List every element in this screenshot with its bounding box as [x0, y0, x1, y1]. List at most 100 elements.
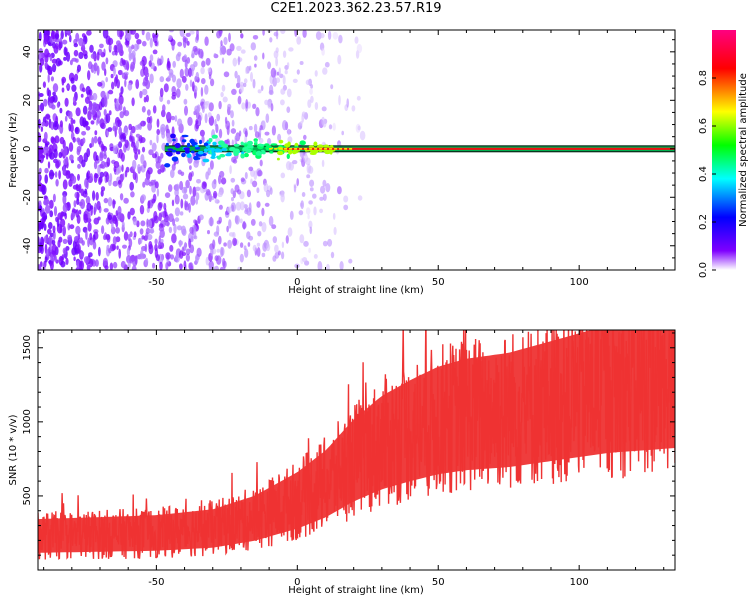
- colorbar-tick-label: 0.2: [698, 214, 709, 230]
- noise-blob: [131, 50, 136, 59]
- signal-blob: [278, 139, 284, 144]
- signal-blob: [197, 150, 204, 155]
- noise-blob: [274, 244, 279, 253]
- noise-blob: [122, 106, 126, 116]
- signal-blob: [291, 150, 299, 154]
- noise-blob: [101, 225, 105, 235]
- noise-blob: [147, 219, 152, 229]
- noise-blob: [282, 75, 286, 85]
- noise-blob: [75, 235, 79, 240]
- noise-blob: [106, 157, 111, 167]
- noise-blob: [182, 37, 187, 49]
- colorbar-tick-label: 0.0: [698, 262, 709, 278]
- noise-blob: [328, 124, 333, 130]
- noise-blob: [142, 181, 146, 188]
- noise-blob: [201, 104, 205, 113]
- noise-blob: [281, 251, 285, 260]
- noise-blob: [216, 113, 221, 122]
- y-tick-label: 1500: [22, 335, 33, 360]
- noise-blob: [237, 95, 242, 105]
- noise-blob: [223, 242, 227, 247]
- noise-blob: [155, 181, 159, 189]
- noise-blob: [54, 33, 60, 40]
- noise-blob: [222, 260, 227, 269]
- noise-blob: [152, 32, 155, 39]
- noise-blob: [99, 43, 104, 49]
- noise-blob: [190, 265, 194, 270]
- noise-blob: [62, 238, 68, 244]
- noise-blob: [196, 247, 202, 257]
- y-tick-label: 20: [22, 94, 33, 107]
- noise-blob: [69, 34, 72, 43]
- noise-blob: [234, 215, 239, 224]
- noise-blob: [104, 265, 109, 270]
- signal-blob: [242, 147, 247, 152]
- noise-blob: [100, 160, 106, 169]
- noise-blob: [245, 99, 249, 109]
- y-tick-label: 500: [22, 486, 33, 505]
- noise-blob: [341, 130, 345, 136]
- noise-blob: [124, 79, 127, 88]
- noise-blob: [296, 69, 300, 75]
- noise-blob: [55, 216, 59, 222]
- noise-blob: [193, 159, 199, 168]
- noise-blob: [174, 217, 180, 222]
- signal-blob: [191, 141, 197, 146]
- noise-blob: [227, 206, 232, 214]
- noise-blob: [156, 128, 160, 136]
- noise-blob: [273, 50, 279, 59]
- signal-blob: [165, 142, 169, 147]
- noise-blob: [94, 130, 98, 136]
- noise-blob: [321, 159, 325, 168]
- signal-blob: [211, 134, 218, 139]
- noise-blob: [188, 173, 191, 181]
- noise-blob: [319, 196, 324, 201]
- noise-blob: [163, 202, 167, 211]
- noise-blob: [299, 120, 303, 127]
- noise-blob: [133, 231, 137, 238]
- noise-blob: [207, 112, 212, 118]
- noise-blob: [204, 101, 210, 106]
- noise-blob: [231, 139, 234, 147]
- noise-blob: [38, 31, 42, 42]
- noise-blob: [41, 212, 48, 221]
- noise-blob: [356, 95, 361, 101]
- noise-blob: [170, 169, 175, 179]
- noise-blob: [227, 103, 232, 110]
- noise-blob: [128, 46, 133, 53]
- noise-blob: [205, 57, 211, 66]
- noise-blob: [90, 206, 93, 216]
- noise-blob: [140, 249, 144, 260]
- noise-blob: [126, 32, 132, 42]
- noise-blob: [214, 197, 218, 204]
- noise-blob: [287, 227, 293, 237]
- noise-blob: [218, 204, 223, 210]
- noise-blob: [187, 116, 193, 126]
- noise-blob: [220, 177, 227, 185]
- signal-blob: [170, 133, 176, 139]
- noise-blob: [280, 172, 286, 179]
- noise-blob: [124, 65, 127, 70]
- noise-blob: [71, 84, 77, 92]
- signal-blob: [243, 152, 249, 158]
- noise-blob: [86, 202, 92, 212]
- noise-blob: [168, 213, 174, 223]
- noise-blob: [201, 181, 207, 190]
- noise-blob: [196, 179, 201, 184]
- noise-blob: [154, 40, 158, 47]
- noise-blob: [243, 78, 248, 84]
- noise-blob: [47, 89, 52, 98]
- noise-blob: [53, 120, 59, 131]
- signal-blob: [165, 151, 171, 156]
- noise-blob: [157, 57, 160, 67]
- signal-blob: [233, 143, 240, 147]
- noise-blob: [252, 180, 258, 188]
- noise-blob: [228, 219, 232, 229]
- noise-blob: [84, 121, 89, 126]
- signal-blob: [254, 140, 258, 144]
- y-tick-label: -40: [22, 238, 33, 254]
- noise-blob: [213, 190, 218, 199]
- noise-blob: [175, 53, 181, 62]
- noise-blob: [357, 195, 363, 201]
- noise-blob: [242, 222, 247, 229]
